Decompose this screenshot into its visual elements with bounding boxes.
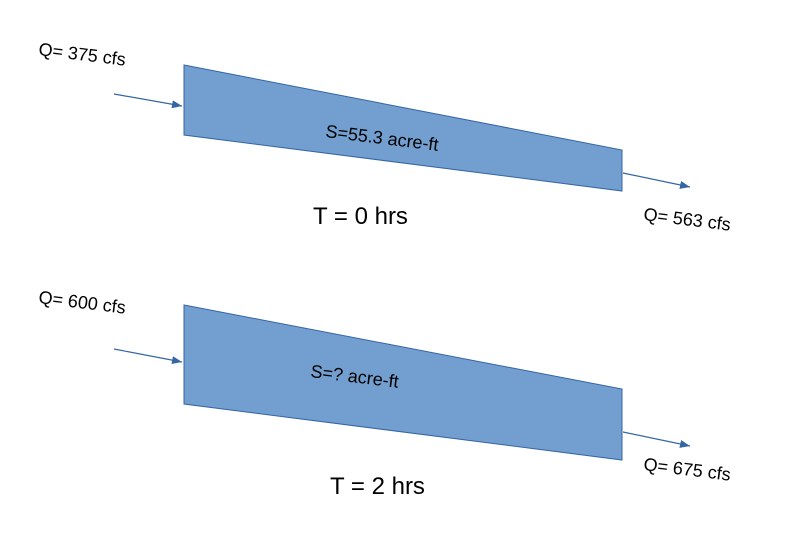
scenario-t0: Q= 375 cfs S=55.3 acre-ft Q= 563 cfs T =… [38,39,732,235]
outflow-arrow [622,172,691,189]
channel-reach-shape [183,304,623,461]
outflow-label: Q= 563 cfs [643,204,732,235]
inflow-arrow [113,348,183,365]
channel-reach-shape [183,64,623,192]
inflow-label: Q= 600 cfs [38,287,127,318]
inflow-arrow [113,93,183,109]
outflow-label: Q= 675 cfs [643,454,732,485]
inflow-label: Q= 375 cfs [38,39,127,70]
scenario-t2: Q= 600 cfs S=? acre-ft Q= 675 cfs T = 2 … [38,287,732,500]
time-label: T = 2 hrs [330,473,425,500]
outflow-arrow [622,431,691,448]
time-label: T = 0 hrs [313,203,408,230]
